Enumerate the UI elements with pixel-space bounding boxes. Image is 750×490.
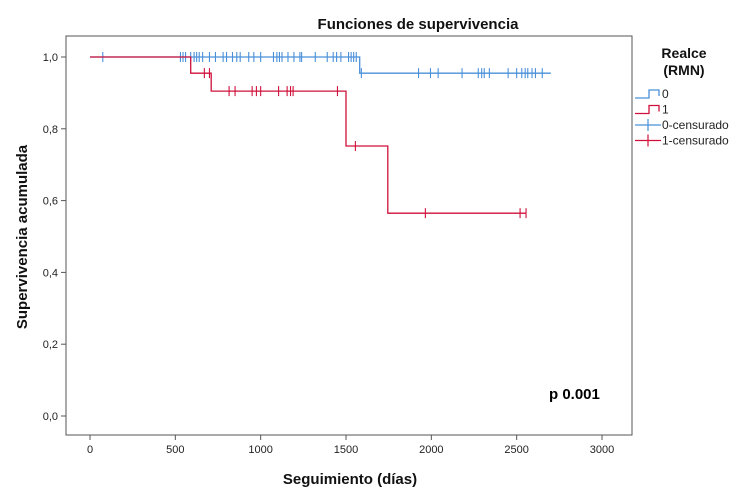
legend-entry-1-censurado: 1-censurado (635, 134, 729, 148)
axes: 0 500 1000 1500 2000 2500 3000 0,0 0,2 0,4 0,6 0,8 1… (43, 35, 633, 456)
x-tick-label: 1500 (334, 444, 358, 456)
survival-step-line (90, 56, 527, 214)
y-tick-label: 1,0 (43, 52, 58, 64)
x-tick-label: 500 (166, 444, 184, 456)
y-tick-label: 0,6 (43, 196, 58, 208)
x-tick-label: 3000 (590, 444, 614, 456)
chart-title: Funciones de supervivencia (318, 16, 520, 33)
legend-entry-0-censurado: 0-censurado (635, 118, 729, 132)
y-tick-label: 0,8 (43, 124, 58, 136)
legend-label: 0 (662, 87, 669, 101)
legend-step-symbol (635, 104, 660, 115)
legend-label: 0-censurado (662, 118, 729, 132)
x-tick-label: 2000 (419, 444, 443, 456)
y-tick-label: 0,4 (43, 267, 58, 279)
legend-label: 1-censurado (662, 134, 729, 148)
x-tick-label: 1000 (248, 444, 272, 456)
legend-entry-1: 1 (635, 103, 669, 117)
x-tick-label: 2500 (504, 444, 528, 456)
plot-area (90, 52, 551, 219)
series-1 (90, 56, 527, 219)
y-tick-label: 0,2 (43, 339, 58, 351)
legend: Realce (RMN) 0 10-censurado 1-censurado (635, 45, 729, 148)
legend-title-line-1: Realce (661, 45, 706, 61)
legend-entry-0: 0 (635, 87, 669, 101)
legend-title-line-2: (RMN) (663, 62, 704, 78)
legend-label: 1 (662, 103, 669, 117)
legend-step-symbol (635, 89, 660, 99)
x-tick-label: 0 (87, 444, 93, 456)
survival-step-line (90, 56, 551, 74)
series-0 (90, 52, 551, 79)
y-tick-label: 0,0 (43, 411, 58, 423)
plot-frame (65, 35, 633, 436)
y-axis-title: Supervivencia acumulada (14, 144, 31, 329)
x-axis-title: Seguimiento (días) (283, 471, 417, 488)
p-value-annotation: p 0.001 (549, 386, 600, 403)
